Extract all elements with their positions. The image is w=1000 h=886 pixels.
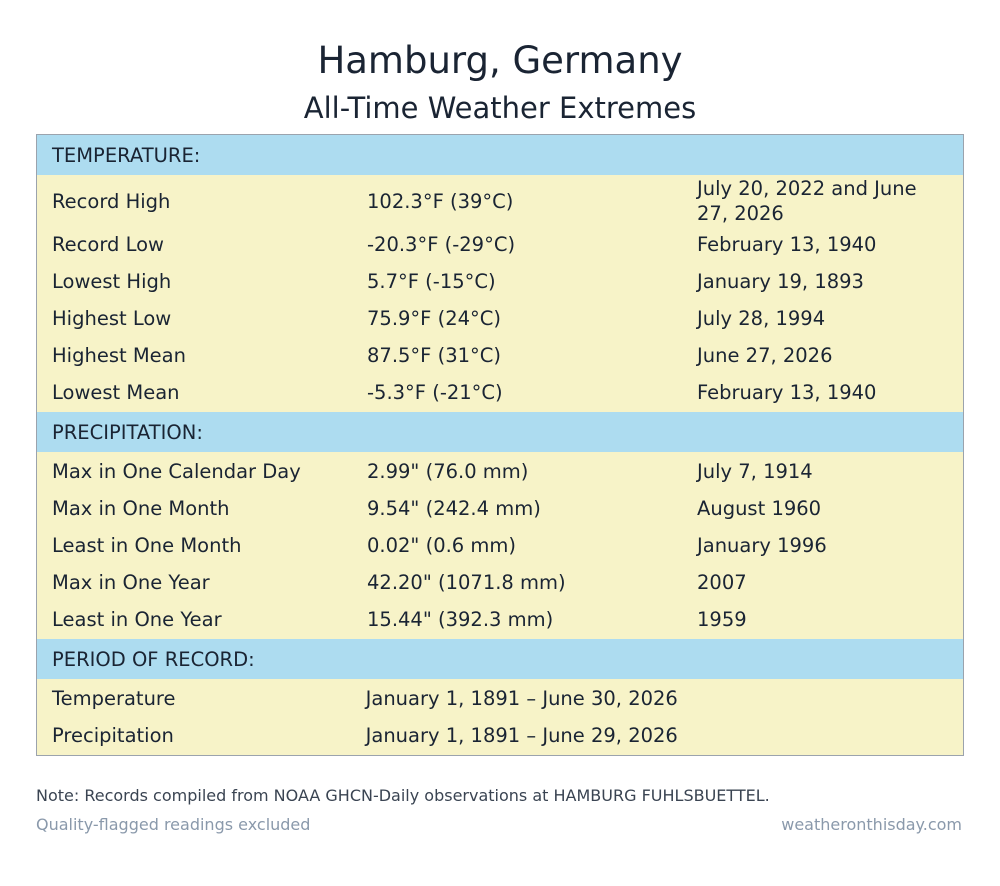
table-row: Precipitation January 1, 1891 – June 29,… bbox=[37, 717, 963, 754]
table-row: Record Low -20.3°F (-29°C) February 13, … bbox=[37, 226, 963, 263]
row-date: June 27, 2026 bbox=[697, 344, 833, 367]
row-label: Lowest High bbox=[52, 270, 172, 293]
table-row: Highest Low 75.9°F (24°C) July 28, 1994 bbox=[37, 300, 963, 337]
row-date: February 13, 1940 bbox=[697, 381, 877, 404]
row-date: August 1960 bbox=[697, 497, 822, 520]
row-value: -5.3°F (-21°C) bbox=[367, 381, 503, 404]
table-row: Max in One Calendar Day 2.99" (76.0 mm) … bbox=[37, 453, 963, 490]
table-row: Temperature January 1, 1891 – June 30, 2… bbox=[37, 680, 963, 717]
table-row: Lowest Mean -5.3°F (-21°C) February 13, … bbox=[37, 374, 963, 411]
row-value: -20.3°F (-29°C) bbox=[367, 233, 516, 256]
row-label: Highest Mean bbox=[52, 344, 186, 367]
row-value: 15.44" (392.3 mm) bbox=[367, 608, 554, 631]
row-date: January 1996 bbox=[697, 534, 827, 557]
row-value: 102.3°F (39°C) bbox=[367, 189, 514, 213]
row-label: Highest Low bbox=[52, 307, 172, 330]
row-value: January 1, 1891 – June 30, 2026 bbox=[365, 687, 678, 710]
section-body-temperature: Record High 102.3°F (39°C) July 20, 2022… bbox=[37, 175, 963, 412]
row-label: Max in One Calendar Day bbox=[52, 460, 301, 483]
table-row: Least in One Year 15.44" (392.3 mm) 1959 bbox=[37, 601, 963, 638]
row-value: 0.02" (0.6 mm) bbox=[367, 534, 517, 557]
row-label: Precipitation bbox=[52, 724, 174, 747]
row-date: July 7, 1914 bbox=[697, 460, 813, 483]
row-date: 1959 bbox=[697, 608, 747, 631]
row-label: Least in One Month bbox=[52, 534, 242, 557]
page-title: Hamburg, Germany bbox=[317, 39, 683, 82]
table-row: Max in One Month 9.54" (242.4 mm) August… bbox=[37, 490, 963, 527]
row-value: 2.99" (76.0 mm) bbox=[367, 460, 529, 483]
section-header-period: PERIOD OF RECORD: bbox=[37, 639, 963, 679]
row-label: Max in One Month bbox=[52, 497, 230, 520]
table-row: Max in One Year 42.20" (1071.8 mm) 2007 bbox=[37, 564, 963, 601]
row-date: February 13, 1940 bbox=[697, 233, 877, 256]
row-label: Record High bbox=[52, 189, 171, 213]
row-value: January 1, 1891 – June 29, 2026 bbox=[365, 724, 678, 747]
section-header-temperature: TEMPERATURE: bbox=[37, 135, 963, 175]
table-row: Least in One Month 0.02" (0.6 mm) Januar… bbox=[37, 527, 963, 564]
page-subtitle: All-Time Weather Extremes bbox=[303, 91, 697, 125]
row-label: Lowest Mean bbox=[52, 381, 180, 404]
row-label: Least in One Year bbox=[52, 608, 222, 631]
section-header-precipitation: PRECIPITATION: bbox=[37, 412, 963, 452]
table-row: Lowest High 5.7°F (-15°C) January 19, 18… bbox=[37, 263, 963, 300]
row-label: Record Low bbox=[52, 233, 164, 256]
table-row: Highest Mean 87.5°F (31°C) June 27, 2026 bbox=[37, 337, 963, 374]
row-value: 9.54" (242.4 mm) bbox=[367, 497, 541, 520]
row-date: July 28, 1994 bbox=[697, 307, 826, 330]
row-value: 87.5°F (31°C) bbox=[367, 344, 501, 367]
footer-site-credit: weatheronthisday.com bbox=[781, 815, 962, 834]
row-value: 5.7°F (-15°C) bbox=[367, 270, 496, 293]
row-date: 2007 bbox=[697, 571, 747, 594]
row-value: 42.20" (1071.8 mm) bbox=[367, 571, 566, 594]
row-label: Max in One Year bbox=[52, 571, 210, 594]
table-row: Record High 102.3°F (39°C) July 20, 2022… bbox=[37, 176, 963, 226]
row-date: July 20, 2022 and June 27, 2026 bbox=[697, 177, 917, 225]
row-date: January 19, 1893 bbox=[697, 270, 864, 293]
row-value: 75.9°F (24°C) bbox=[367, 307, 501, 330]
extremes-table: TEMPERATURE: Record High 102.3°F (39°C) … bbox=[36, 134, 964, 756]
section-body-period: Temperature January 1, 1891 – June 30, 2… bbox=[37, 679, 963, 755]
section-body-precipitation: Max in One Calendar Day 2.99" (76.0 mm) … bbox=[37, 452, 963, 639]
footnote: Note: Records compiled from NOAA GHCN-Da… bbox=[36, 786, 770, 805]
footer-disclaimer: Quality-flagged readings excluded bbox=[36, 815, 311, 834]
row-label: Temperature bbox=[52, 687, 176, 710]
